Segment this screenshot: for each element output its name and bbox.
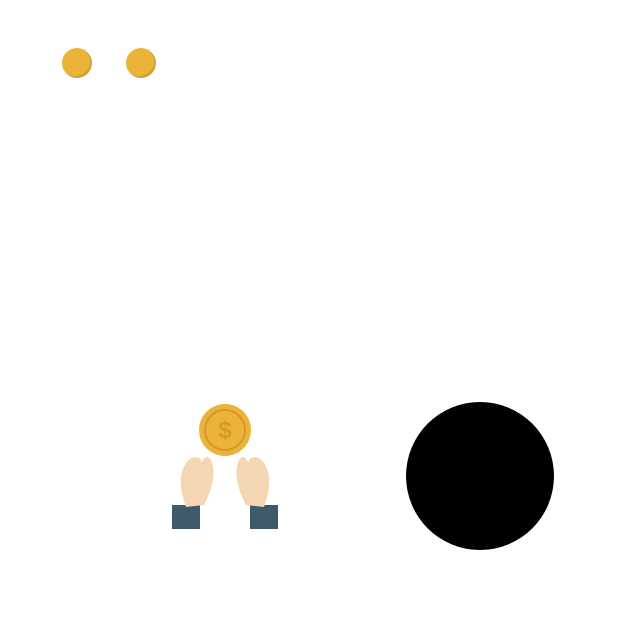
svg-text:$: $ [218, 417, 232, 444]
presentation-board-icon [395, 400, 565, 565]
coin-icon [62, 48, 92, 78]
coin-icon [126, 48, 156, 78]
infographic-canvas: $ [0, 0, 626, 626]
header [62, 48, 156, 78]
hands-coin-icon: $ [150, 395, 300, 540]
